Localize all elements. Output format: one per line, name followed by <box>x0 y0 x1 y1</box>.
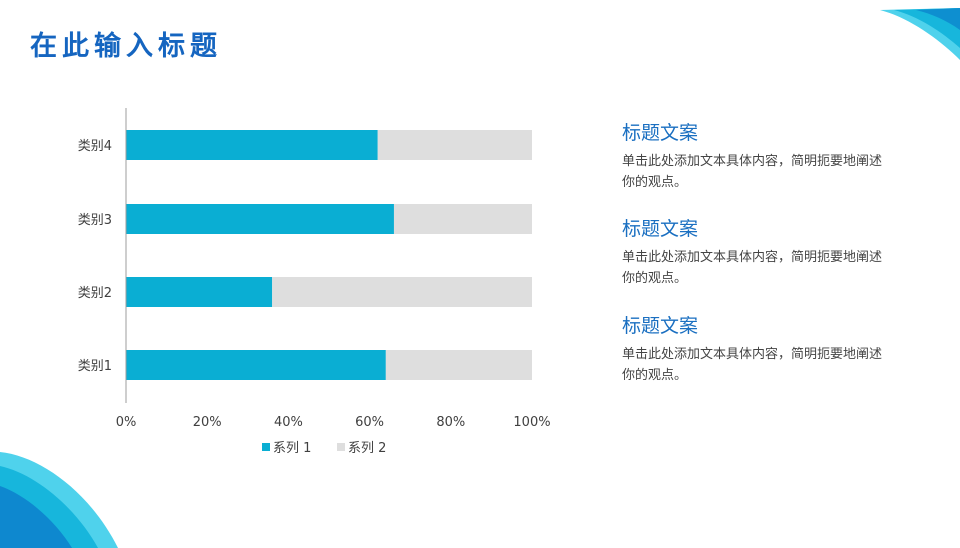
text-block-body: 单击此处添加文本具体内容，简明扼要地阐述你的观点。 <box>622 347 883 383</box>
bar-series1-cat1 <box>126 350 386 380</box>
bar-series1-cat2 <box>126 277 273 307</box>
corner-decoration-top-right <box>880 8 960 60</box>
legend-swatch <box>337 443 345 451</box>
bar-series2-cat4 <box>377 130 532 160</box>
x-tick-label: 100% <box>513 415 550 430</box>
text-block-1: 标题文案 单击此处添加文本具体内容，简明扼要地阐述你的观点。 <box>622 118 922 193</box>
legend-swatch <box>262 443 270 451</box>
category-label: 类别3 <box>78 213 112 228</box>
text-block-3: 标题文案 单击此处添加文本具体内容，简明扼要地阐述你的观点。 <box>622 311 922 386</box>
text-block-body: 单击此处添加文本具体内容，简明扼要地阐述你的观点。 <box>622 250 883 286</box>
category-label: 类别2 <box>78 286 112 301</box>
bar-series2-cat2 <box>272 277 532 307</box>
page-title: 在此输入标题 <box>30 31 222 62</box>
category-label: 类别1 <box>78 359 112 374</box>
text-block-heading: 标题文案 <box>622 122 699 144</box>
text-block-heading: 标题文案 <box>622 218 699 240</box>
x-tick-label: 60% <box>355 415 384 430</box>
x-tick-label: 0% <box>116 415 137 430</box>
x-tick-label: 40% <box>274 415 303 430</box>
corner-decoration-bottom-left <box>0 452 118 548</box>
bar-series1-cat3 <box>126 204 394 234</box>
bar-series2-cat1 <box>385 350 532 380</box>
legend-label: 系列 1 <box>273 441 311 456</box>
bar-chart: 类别1 类别2 类别3 类别4 0% 20% 40% 60% 80% 100% 系列 1 系列 2 <box>78 108 551 456</box>
category-label: 类别4 <box>78 139 112 154</box>
text-block-2: 标题文案 单击此处添加文本具体内容，简明扼要地阐述你的观点。 <box>622 214 922 289</box>
text-block-heading: 标题文案 <box>622 315 699 337</box>
x-tick-label: 20% <box>193 415 222 430</box>
bar-series2-cat3 <box>393 204 532 234</box>
bar-series1-cat4 <box>126 130 378 160</box>
legend-label: 系列 2 <box>348 441 386 456</box>
text-block-body: 单击此处添加文本具体内容，简明扼要地阐述你的观点。 <box>622 154 883 190</box>
x-tick-label: 80% <box>436 415 465 430</box>
